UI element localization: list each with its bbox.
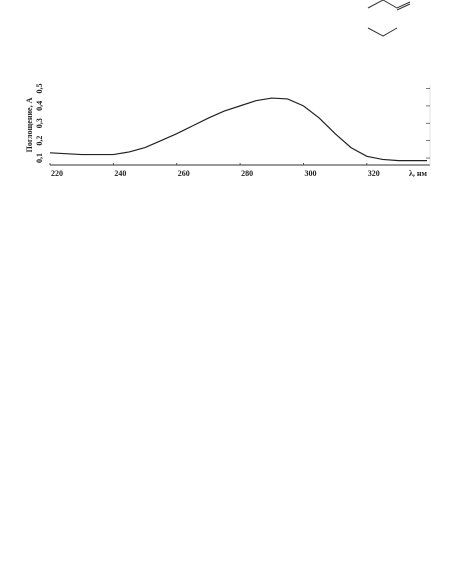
spectrum-line — [49, 97, 427, 162]
x-tick-label: 280 — [241, 169, 253, 178]
structure-fragment — [367, 0, 411, 37]
y-tick-label: 0,2 — [35, 136, 44, 146]
y-tick-label: 0,4 — [35, 101, 44, 111]
x-tick-label: 300 — [304, 169, 316, 178]
y-tick-label: 0,1 — [35, 153, 44, 163]
x-tick-label: 220 — [51, 169, 63, 178]
x-tick-label: 260 — [178, 169, 190, 178]
double-bond — [396, 3, 411, 11]
x-axis-title: λ, нм — [409, 169, 428, 178]
y-tick-label: 0,5 — [35, 83, 44, 93]
bond-lines — [367, 0, 411, 9]
y-axis-title: Поглощение, A — [25, 97, 34, 152]
bond-lines — [367, 27, 398, 37]
x-tick-label: 320 — [368, 169, 380, 178]
x-tick-label: 240 — [114, 169, 126, 178]
y-tick-label: 0,3 — [35, 118, 44, 128]
